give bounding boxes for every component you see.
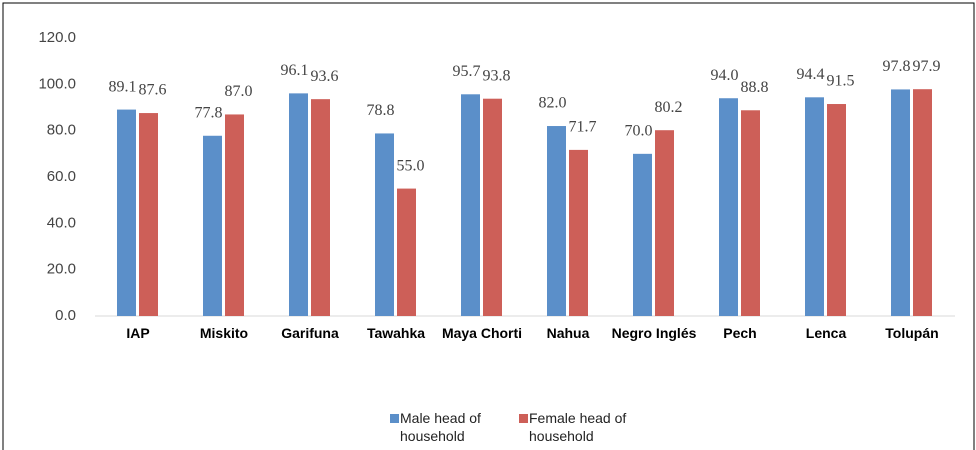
bar bbox=[655, 130, 674, 316]
y-tick-label: 20.0 bbox=[47, 261, 76, 278]
bar bbox=[289, 93, 308, 316]
x-tick-label: Nahua bbox=[546, 325, 590, 341]
y-tick-label: 80.0 bbox=[47, 122, 76, 139]
bar bbox=[117, 109, 136, 317]
data-label: 97.8 bbox=[883, 58, 911, 75]
x-tick-label: Tolupán bbox=[885, 325, 939, 341]
data-label: 93.8 bbox=[483, 67, 511, 84]
bar bbox=[741, 110, 760, 316]
y-tick-label: 120.0 bbox=[38, 29, 76, 46]
data-label: 94.4 bbox=[797, 66, 825, 83]
data-label: 96.1 bbox=[281, 62, 309, 79]
data-label: 80.2 bbox=[655, 99, 683, 116]
y-tick-label: 100.0 bbox=[38, 75, 76, 92]
legend-swatch bbox=[390, 414, 399, 423]
data-label: 82.0 bbox=[539, 95, 567, 112]
data-label: 55.0 bbox=[397, 157, 425, 174]
legend-swatch bbox=[519, 414, 528, 423]
bar bbox=[913, 89, 932, 316]
bar bbox=[139, 113, 158, 316]
data-label: 70.0 bbox=[625, 123, 653, 140]
bar bbox=[569, 149, 588, 316]
data-label: 94.0 bbox=[711, 67, 739, 84]
data-label: 87.6 bbox=[139, 82, 167, 99]
bar bbox=[375, 133, 394, 316]
data-label: 97.9 bbox=[913, 58, 941, 75]
x-tick-label: Pech bbox=[723, 325, 757, 341]
bar bbox=[311, 99, 330, 316]
data-label: 95.7 bbox=[453, 63, 481, 80]
data-label: 89.1 bbox=[109, 78, 137, 95]
data-label: 71.7 bbox=[569, 119, 597, 136]
x-tick-label: IAP bbox=[126, 325, 150, 341]
data-label: 78.8 bbox=[367, 102, 395, 119]
data-label: 93.6 bbox=[311, 68, 339, 85]
bar bbox=[805, 97, 824, 316]
y-tick-label: 60.0 bbox=[47, 168, 76, 185]
bar bbox=[633, 153, 652, 316]
bar bbox=[891, 89, 910, 317]
legend-label: Male head of household bbox=[400, 410, 481, 444]
bar bbox=[397, 188, 416, 316]
bar bbox=[827, 104, 846, 317]
data-label: 87.0 bbox=[225, 83, 253, 100]
x-tick-label: Maya Chorti bbox=[441, 325, 523, 341]
x-tick-label: Negro Inglés bbox=[611, 325, 697, 341]
data-label: 77.8 bbox=[195, 104, 223, 121]
x-tick-label: Miskito bbox=[199, 325, 249, 341]
y-tick-label: 40.0 bbox=[47, 214, 76, 231]
bar bbox=[461, 94, 480, 316]
x-tick-label: Lenca bbox=[805, 325, 847, 341]
x-tick-label: Tawahka bbox=[366, 325, 426, 341]
legend-label: Female head of household bbox=[529, 410, 627, 444]
bar bbox=[203, 135, 222, 316]
bar bbox=[547, 126, 566, 317]
data-label: 88.8 bbox=[741, 79, 769, 96]
bar bbox=[225, 114, 244, 316]
bar bbox=[719, 98, 738, 316]
data-label: 91.5 bbox=[827, 73, 855, 90]
x-tick-label: Garifuna bbox=[281, 325, 339, 341]
y-tick-label: 0.0 bbox=[55, 307, 76, 324]
bar bbox=[483, 98, 502, 317]
